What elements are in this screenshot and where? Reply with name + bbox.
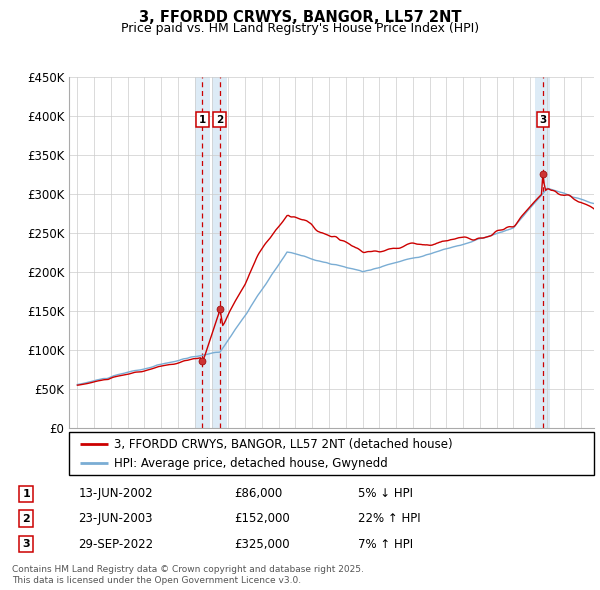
Text: 2: 2: [216, 114, 223, 124]
Text: 1: 1: [23, 489, 30, 499]
Bar: [212, 77, 227, 428]
Text: £152,000: £152,000: [234, 512, 290, 525]
Text: Contains HM Land Registry data © Crown copyright and database right 2025.
This d: Contains HM Land Registry data © Crown c…: [12, 565, 364, 585]
Text: 5% ↓ HPI: 5% ↓ HPI: [358, 487, 413, 500]
Text: Price paid vs. HM Land Registry's House Price Index (HPI): Price paid vs. HM Land Registry's House …: [121, 22, 479, 35]
Text: 1: 1: [199, 114, 206, 124]
FancyBboxPatch shape: [69, 432, 594, 475]
Text: 3: 3: [23, 539, 30, 549]
Text: £86,000: £86,000: [234, 487, 282, 500]
Bar: [195, 77, 210, 428]
Text: 2: 2: [23, 514, 30, 523]
Text: £325,000: £325,000: [234, 538, 289, 551]
Text: 29-SEP-2022: 29-SEP-2022: [78, 538, 154, 551]
Text: 3: 3: [539, 114, 547, 124]
Text: 22% ↑ HPI: 22% ↑ HPI: [358, 512, 420, 525]
Bar: [535, 77, 550, 428]
Text: 3, FFORDD CRWYS, BANGOR, LL57 2NT: 3, FFORDD CRWYS, BANGOR, LL57 2NT: [139, 10, 461, 25]
Text: 13-JUN-2002: 13-JUN-2002: [78, 487, 153, 500]
Text: HPI: Average price, detached house, Gwynedd: HPI: Average price, detached house, Gwyn…: [113, 457, 388, 470]
Text: 23-JUN-2003: 23-JUN-2003: [78, 512, 153, 525]
Text: 7% ↑ HPI: 7% ↑ HPI: [358, 538, 413, 551]
Text: 3, FFORDD CRWYS, BANGOR, LL57 2NT (detached house): 3, FFORDD CRWYS, BANGOR, LL57 2NT (detac…: [113, 438, 452, 451]
